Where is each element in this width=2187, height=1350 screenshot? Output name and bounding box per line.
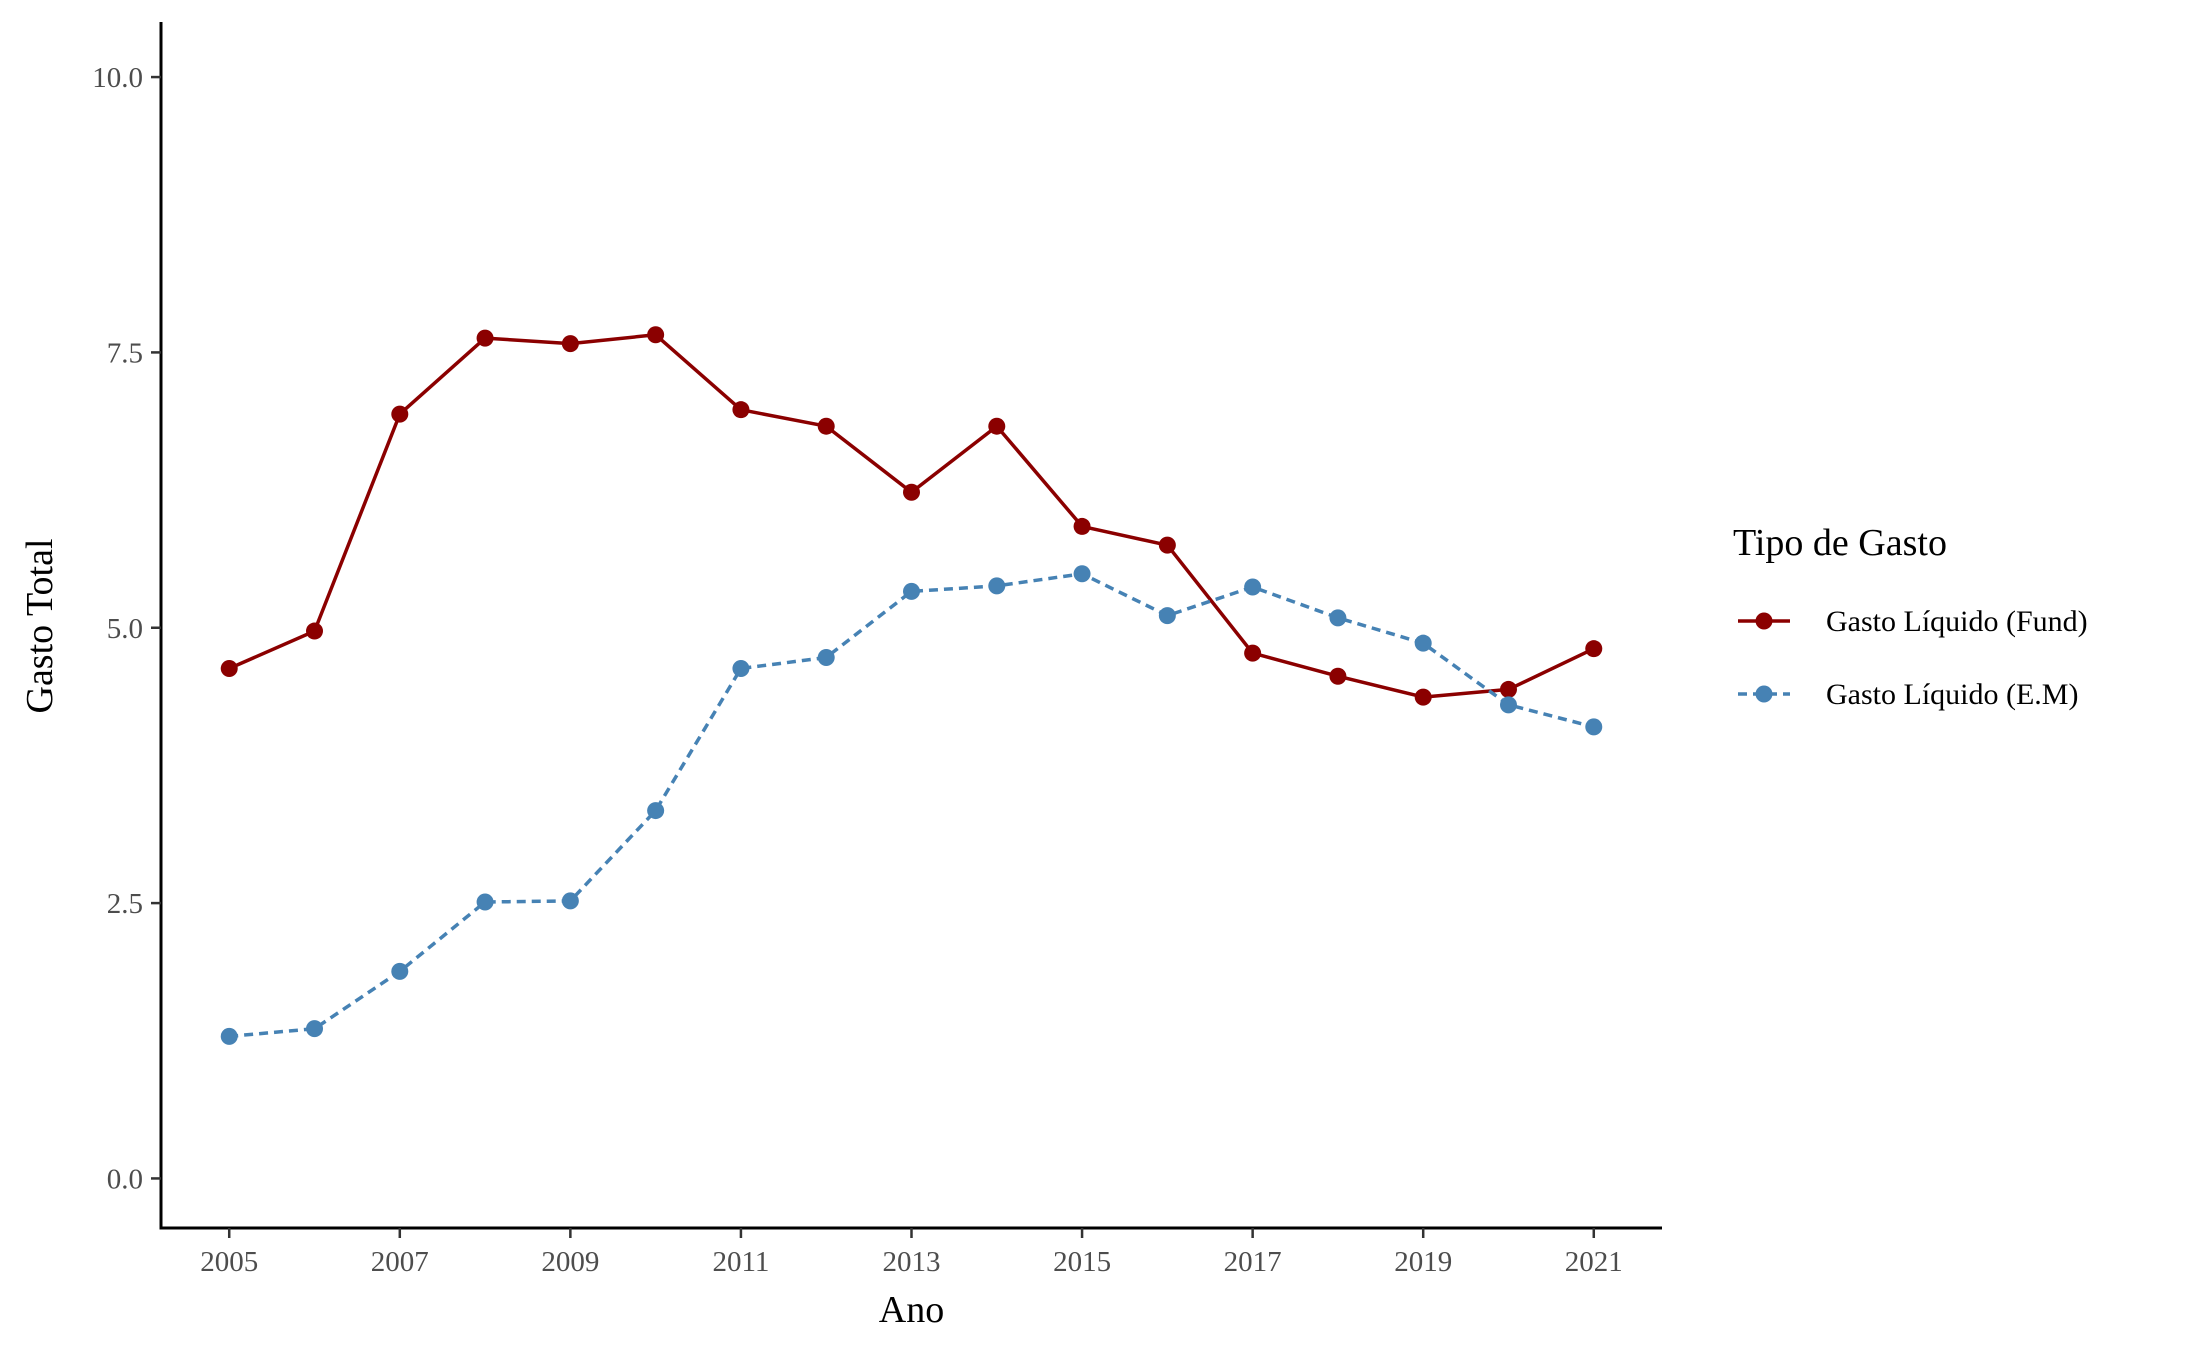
- legend-label: Gasto Líquido (Fund): [1826, 605, 2088, 638]
- legend: Tipo de Gasto Gasto Líquido (Fund)Gasto …: [1733, 522, 2088, 711]
- data-point: [306, 1020, 324, 1038]
- x-tick-label: 2015: [1053, 1246, 1111, 1278]
- data-point: [988, 417, 1006, 435]
- data-point: [561, 335, 579, 353]
- series-1: [220, 326, 1603, 706]
- y-tick-label: 2.5: [107, 888, 143, 920]
- legend-item: Gasto Líquido (Fund): [1738, 605, 2088, 638]
- data-point: [1414, 634, 1432, 652]
- data-point: [1585, 640, 1603, 658]
- data-point: [1329, 609, 1347, 627]
- x-tick-label: 2007: [371, 1246, 429, 1278]
- legend-item: Gasto Líquido (E.M): [1738, 678, 2078, 711]
- data-point: [988, 577, 1006, 595]
- x-axis-ticks: 2005 2007 2009 2011 2013 2015 2017 2019 2021: [200, 1228, 1623, 1278]
- data-point: [1158, 607, 1176, 625]
- data-point: [561, 892, 579, 910]
- x-tick-label: 2009: [541, 1246, 599, 1278]
- y-tick-label: 5.0: [107, 613, 143, 645]
- data-point: [1414, 688, 1432, 706]
- data-point: [391, 962, 409, 980]
- data-point: [1073, 517, 1091, 535]
- series-2: [220, 565, 1603, 1045]
- data-point: [903, 483, 920, 501]
- data-point: [1158, 536, 1176, 554]
- axes: 0.0 2.5 5.0 7.5 10.0 2005 2007 2009 2011 2013 201…: [92, 22, 1662, 1278]
- data-point: [1499, 680, 1517, 698]
- data-point: [732, 401, 750, 419]
- x-tick-label: 2011: [712, 1246, 769, 1278]
- data-point: [476, 329, 494, 347]
- series-line-1: [228, 333, 1595, 699]
- data-point: [476, 893, 494, 911]
- plot-series: [220, 326, 1603, 1045]
- data-point: [1585, 718, 1603, 736]
- data-point: [903, 582, 920, 600]
- x-axis-title: Ano: [879, 1289, 944, 1331]
- y-tick-label: 10.0: [92, 62, 143, 94]
- legend-label: Gasto Líquido (E.M): [1826, 678, 2078, 711]
- data-point: [1244, 578, 1262, 596]
- data-point: [391, 405, 409, 423]
- data-point: [1244, 644, 1262, 662]
- data-point: [1499, 696, 1517, 714]
- legend-key-point: [1755, 685, 1773, 703]
- data-point: [817, 648, 835, 666]
- data-point: [1329, 667, 1347, 685]
- data-point: [306, 622, 324, 640]
- data-point: [220, 1027, 238, 1045]
- data-point: [817, 417, 835, 435]
- x-tick-label: 2017: [1224, 1246, 1282, 1278]
- x-tick-label: 2005: [200, 1246, 258, 1278]
- y-axis-ticks: 0.0 2.5 5.0 7.5 10.0: [92, 62, 161, 1195]
- y-tick-label: 0.0: [107, 1163, 143, 1195]
- data-point: [732, 660, 750, 678]
- y-axis-title: Gasto Total: [19, 538, 61, 713]
- legend-title: Tipo de Gasto: [1733, 522, 1947, 564]
- x-tick-label: 2013: [883, 1246, 941, 1278]
- x-tick-label: 2021: [1565, 1246, 1623, 1278]
- y-tick-label: 7.5: [107, 337, 143, 369]
- x-tick-label: 2019: [1394, 1246, 1452, 1278]
- data-point: [647, 802, 665, 820]
- legend-key-point: [1755, 612, 1773, 630]
- series-line-2: [229, 572, 1595, 1039]
- legend-items: Gasto Líquido (Fund) Gasto Líquido (E.M): [1738, 605, 2088, 711]
- data-point: [220, 660, 238, 678]
- data-point: [647, 326, 665, 344]
- data-point: [1073, 565, 1091, 583]
